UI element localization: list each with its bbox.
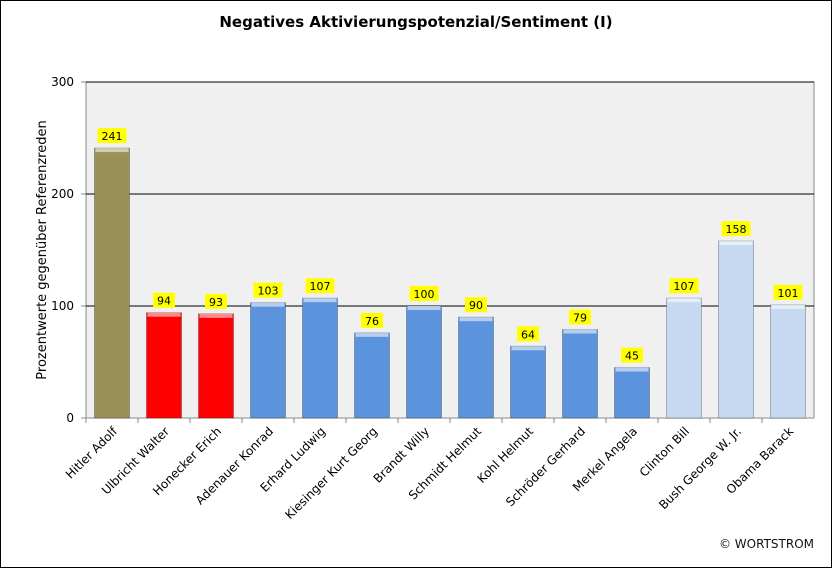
copyright: © WORTSTROM xyxy=(719,537,814,551)
data-label-bg xyxy=(253,282,283,298)
data-label-bg xyxy=(569,309,591,325)
data-label-bg xyxy=(465,297,487,313)
bar xyxy=(198,313,234,419)
y-tick-label: 100 xyxy=(51,299,74,313)
bar xyxy=(614,367,650,419)
bar-highlight xyxy=(199,313,233,318)
data-label: 79 xyxy=(573,312,587,325)
data-label-bg xyxy=(773,284,803,300)
bar xyxy=(458,316,494,419)
bar-highlight xyxy=(303,298,337,303)
data-label: 76 xyxy=(365,315,379,328)
data-label: 64 xyxy=(521,328,535,341)
bar xyxy=(250,302,286,419)
bar xyxy=(666,297,702,419)
data-label: 107 xyxy=(674,280,695,293)
bar-highlight xyxy=(667,298,701,303)
data-label: 103 xyxy=(258,285,279,298)
bar xyxy=(562,329,598,419)
data-label: 241 xyxy=(102,130,123,143)
bar-highlight xyxy=(95,148,129,153)
bar xyxy=(94,147,130,419)
data-label-bg xyxy=(153,292,175,308)
x-tick-label: Kiesinger Kurt Georg xyxy=(282,424,380,522)
data-label-bg xyxy=(621,347,643,363)
data-label: 107 xyxy=(310,280,331,293)
data-label-bg xyxy=(669,278,699,294)
bar xyxy=(510,345,546,419)
bar xyxy=(302,297,338,419)
plot-area xyxy=(85,81,815,419)
bar-highlight xyxy=(251,302,285,307)
bar xyxy=(354,332,390,419)
data-label-bg xyxy=(517,326,539,342)
bar-highlight xyxy=(511,346,545,351)
data-label: 100 xyxy=(414,288,435,301)
data-label: 94 xyxy=(157,295,171,308)
bar xyxy=(406,305,442,419)
data-label-bg xyxy=(305,278,335,294)
bar-highlight xyxy=(407,306,441,310)
data-label-bg xyxy=(205,293,227,309)
chart-title: Negatives Aktivierungspotenzial/Sentimen… xyxy=(219,13,612,31)
bar-highlight xyxy=(147,312,181,317)
data-label: 158 xyxy=(726,223,747,236)
data-label-bg xyxy=(409,286,439,301)
bar-highlight xyxy=(615,367,649,372)
data-label: 101 xyxy=(778,287,799,300)
x-tick-label: Clinton Bill xyxy=(637,424,692,479)
data-label-bg xyxy=(97,128,127,144)
y-tick-label: 300 xyxy=(51,75,74,89)
data-label: 93 xyxy=(209,296,223,309)
data-label-bg xyxy=(361,312,383,328)
y-tick-label: 0 xyxy=(66,411,74,425)
data-label: 45 xyxy=(625,350,639,363)
data-label-bg xyxy=(721,221,751,237)
y-axis-label: Prozentwerte gegenüber Referenzreden xyxy=(35,120,50,379)
bar xyxy=(770,304,806,419)
bar xyxy=(146,312,182,419)
bar xyxy=(718,240,754,419)
bar-highlight xyxy=(355,332,389,337)
x-tick-label: Hitler Adolf xyxy=(63,424,121,482)
bar-highlight xyxy=(719,241,753,246)
data-label: 90 xyxy=(469,299,483,312)
bar-highlight xyxy=(459,317,493,322)
y-tick-label: 200 xyxy=(51,187,74,201)
bar-highlight xyxy=(771,304,805,309)
bar-highlight xyxy=(563,329,597,334)
